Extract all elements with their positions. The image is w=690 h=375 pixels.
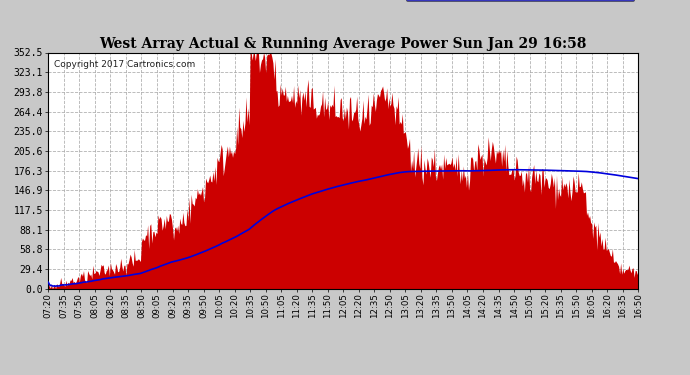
- Legend: Average  (DC Watts), West Array  (DC Watts): Average (DC Watts), West Array (DC Watts…: [406, 0, 633, 2]
- Text: Copyright 2017 Cartronics.com: Copyright 2017 Cartronics.com: [55, 60, 195, 69]
- Title: West Array Actual & Running Average Power Sun Jan 29 16:58: West Array Actual & Running Average Powe…: [99, 38, 587, 51]
